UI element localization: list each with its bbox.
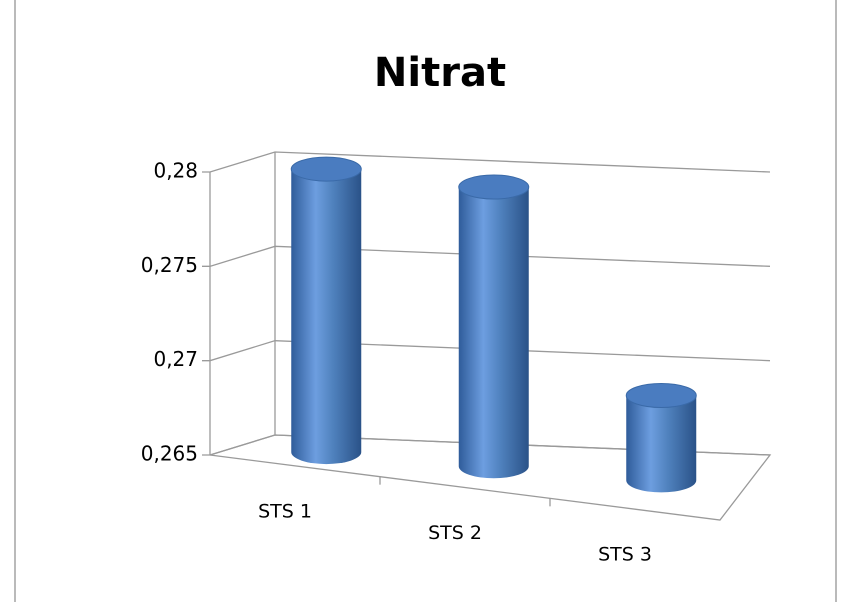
y-tick-label: 0,28: [153, 159, 198, 183]
y-tick-label: 0,265: [141, 442, 198, 466]
x-tick-label: STS 3: [598, 544, 652, 566]
bar-top: [625, 383, 697, 409]
x-tick-label: STS 1: [258, 500, 312, 522]
x-tick-label: STS 2: [428, 522, 482, 544]
chart-border: [14, 0, 837, 602]
y-tick-label: 0,27: [153, 347, 198, 371]
bar-top: [290, 156, 362, 182]
y-tick-label: 0,275: [141, 253, 198, 277]
bar: [458, 187, 529, 479]
grid-line: [202, 151, 771, 173]
bar: [291, 169, 362, 465]
bar-top: [458, 174, 530, 200]
chart-title: Nitrat: [374, 50, 506, 96]
bar: [626, 395, 697, 493]
